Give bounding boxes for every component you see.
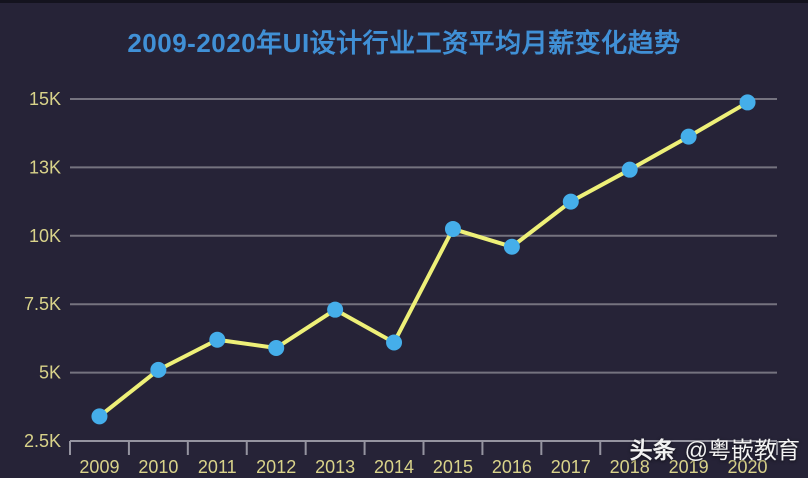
x-tick-label: 2018 — [610, 457, 650, 477]
data-point-2020 — [739, 94, 756, 111]
watermark-handle: @粤嵌教育 — [684, 437, 800, 463]
data-point-2010 — [150, 361, 167, 378]
x-tick-label: 2011 — [198, 457, 237, 477]
data-point-2017 — [562, 193, 579, 210]
x-tick-label: 2019 — [669, 457, 709, 477]
x-tick-label: 2014 — [374, 457, 414, 477]
x-tick-label: 2013 — [315, 457, 355, 477]
data-point-2018 — [621, 161, 638, 178]
data-point-2011 — [209, 331, 226, 348]
y-tick-label: 15K — [29, 89, 61, 109]
y-tick-label: 7.5K — [24, 294, 61, 314]
y-tick-label: 2.5K — [24, 431, 61, 451]
x-tick-label: 2010 — [138, 457, 178, 477]
data-point-2009 — [91, 408, 108, 425]
x-tick-label: 2015 — [433, 457, 473, 477]
data-point-2015 — [444, 220, 461, 237]
data-point-2019 — [680, 128, 697, 145]
data-point-2016 — [503, 238, 520, 255]
y-tick-label: 10K — [29, 226, 61, 246]
y-tick-label: 5K — [39, 363, 61, 383]
salary-trend-line — [97, 100, 750, 419]
watermark: 头条 @粤嵌教育 — [630, 431, 800, 465]
x-tick-label: 2017 — [551, 457, 591, 477]
watermark-brand: 头条 — [629, 437, 676, 463]
x-tick-label: 2012 — [256, 457, 296, 477]
data-point-2013 — [327, 301, 344, 318]
x-tick-label: 2020 — [728, 457, 768, 477]
data-point-2012 — [268, 339, 285, 356]
y-tick-label: 13K — [29, 157, 61, 177]
data-point-2014 — [386, 334, 403, 351]
top-edge-strip — [0, 0, 808, 3]
chart-title: 2009-2020年UI设计行业工资平均月薪变化趋势 — [127, 28, 681, 58]
x-tick-label: 2009 — [79, 457, 119, 477]
x-tick-label: 2016 — [492, 457, 532, 477]
